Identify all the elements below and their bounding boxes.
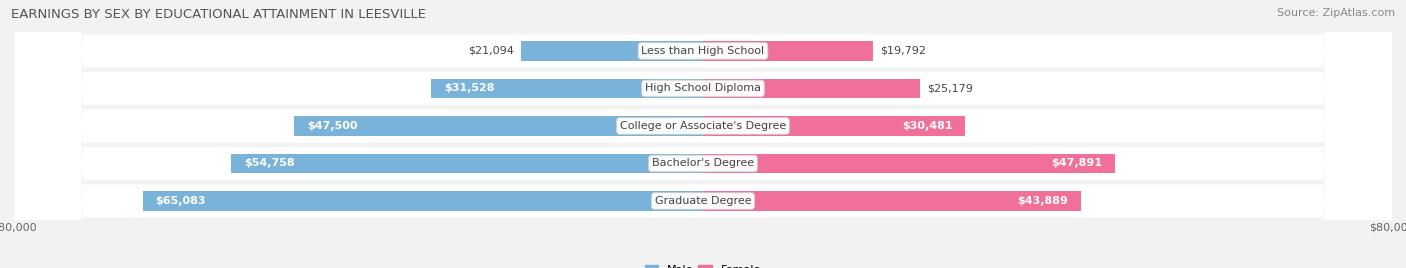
- Bar: [232, 154, 703, 173]
- Text: $47,500: $47,500: [307, 121, 357, 131]
- FancyBboxPatch shape: [14, 0, 1392, 268]
- Text: High School Diploma: High School Diploma: [645, 83, 761, 94]
- Text: $30,481: $30,481: [903, 121, 953, 131]
- Bar: [522, 41, 703, 61]
- Bar: [703, 41, 873, 61]
- Bar: [294, 116, 703, 136]
- Text: $54,758: $54,758: [245, 158, 295, 169]
- Text: Less than High School: Less than High School: [641, 46, 765, 56]
- Text: $31,528: $31,528: [444, 83, 495, 94]
- Text: $19,792: $19,792: [880, 46, 927, 56]
- Text: $25,179: $25,179: [927, 83, 973, 94]
- FancyBboxPatch shape: [14, 0, 1392, 268]
- FancyBboxPatch shape: [14, 0, 1392, 268]
- Text: College or Associate's Degree: College or Associate's Degree: [620, 121, 786, 131]
- Text: EARNINGS BY SEX BY EDUCATIONAL ATTAINMENT IN LEESVILLE: EARNINGS BY SEX BY EDUCATIONAL ATTAINMEN…: [11, 8, 426, 21]
- Bar: [703, 154, 1115, 173]
- Legend: Male, Female: Male, Female: [641, 260, 765, 268]
- FancyBboxPatch shape: [14, 0, 1392, 268]
- Text: $21,094: $21,094: [468, 46, 515, 56]
- Bar: [142, 191, 703, 211]
- Text: $47,891: $47,891: [1052, 158, 1102, 169]
- Bar: [703, 191, 1081, 211]
- Bar: [703, 116, 966, 136]
- Text: $65,083: $65,083: [156, 196, 205, 206]
- Text: Source: ZipAtlas.com: Source: ZipAtlas.com: [1277, 8, 1395, 18]
- Bar: [432, 79, 703, 98]
- Text: Bachelor's Degree: Bachelor's Degree: [652, 158, 754, 169]
- Text: $43,889: $43,889: [1017, 196, 1069, 206]
- FancyBboxPatch shape: [14, 0, 1392, 268]
- Text: Graduate Degree: Graduate Degree: [655, 196, 751, 206]
- Bar: [703, 79, 920, 98]
